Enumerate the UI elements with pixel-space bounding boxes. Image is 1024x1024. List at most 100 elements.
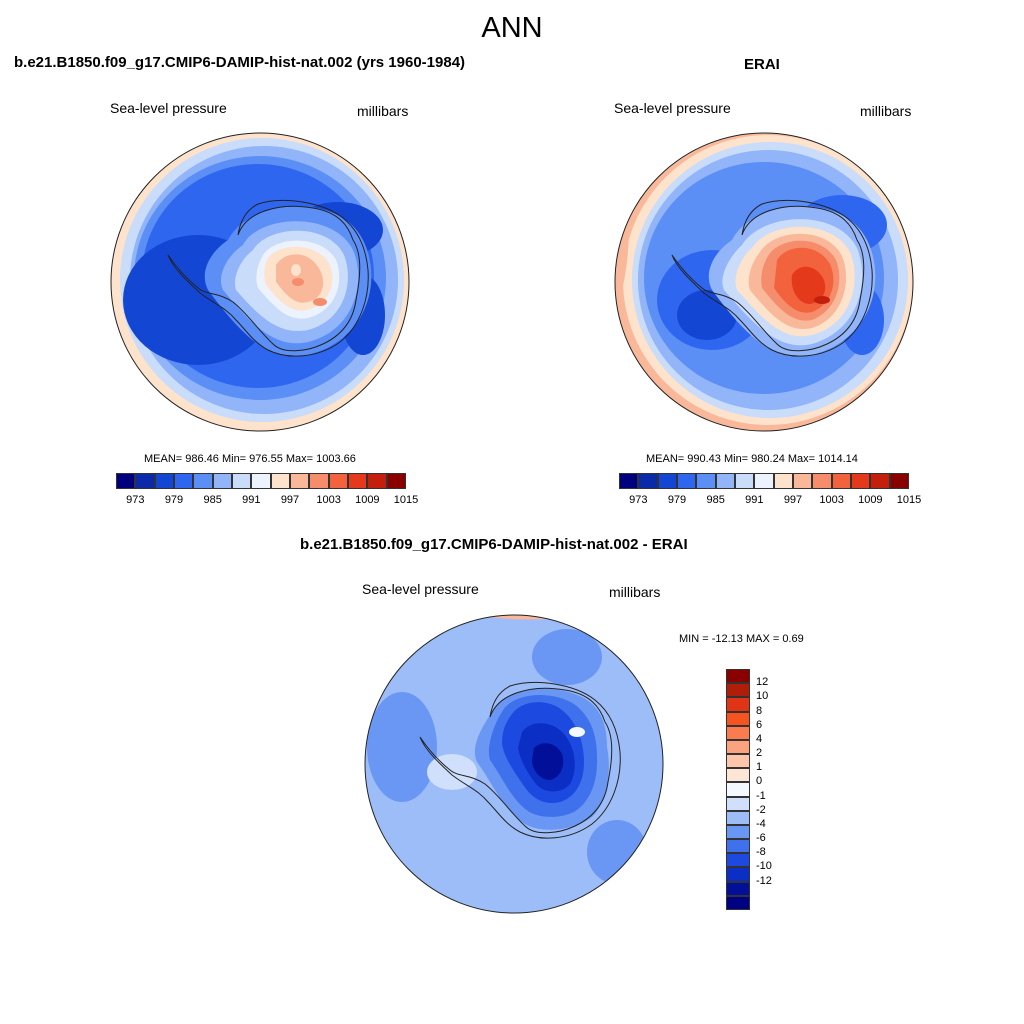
colorbar-swatch xyxy=(851,473,871,489)
obs-panel-title: ERAI xyxy=(744,56,780,73)
colorbar-swatch xyxy=(135,473,155,489)
colorbar-swatch xyxy=(726,683,750,698)
colorbar-swatch xyxy=(726,810,750,825)
colorbar-label: 991 xyxy=(745,494,764,506)
colorbar-swatch xyxy=(677,473,697,489)
colorbar-label: 973 xyxy=(629,494,648,506)
colorbar-label: 10 xyxy=(756,690,769,703)
colorbar-label: 997 xyxy=(280,494,300,506)
colorbar-swatch xyxy=(726,782,750,797)
diff-stats: MIN = -12.13 MAX = 0.69 xyxy=(679,633,804,645)
colorbar-swatch xyxy=(212,473,232,489)
model-panel-title: b.e21.B1850.f09_g17.CMIP6-DAMIP-hist-nat… xyxy=(14,54,466,71)
colorbar-swatch xyxy=(726,739,750,755)
model-stats: MEAN= 986.46 Min= 976.55 Max= 1003.66 xyxy=(144,453,356,465)
colorbar-swatch xyxy=(726,881,750,896)
diff-colorbar-labels: 12 10 8 6 4 2 1 0 -1 -2 -4 -6 -8 -10 -12 xyxy=(756,669,796,910)
obs-colorbar xyxy=(619,473,909,489)
colorbar-label: -12 xyxy=(756,874,772,887)
colorbar-swatch xyxy=(715,473,735,489)
colorbar-swatch xyxy=(726,796,750,811)
colorbar-label: 1003 xyxy=(819,494,844,506)
colorbar-swatch xyxy=(812,473,832,489)
colorbar-swatch xyxy=(726,867,750,882)
colorbar-swatch xyxy=(726,725,750,740)
diff-units-label: millibars xyxy=(609,584,661,600)
colorbar-swatch xyxy=(726,895,750,910)
colorbar-swatch xyxy=(889,473,909,489)
colorbar-swatch xyxy=(232,473,252,489)
model-colorbar-labels: 973 979 985 991 997 1003 1009 1015 xyxy=(116,494,418,508)
colorbar-label: 0 xyxy=(756,775,763,788)
colorbar-label: 991 xyxy=(242,494,261,506)
colorbar-swatch xyxy=(726,824,750,840)
colorbar-swatch xyxy=(386,473,406,489)
colorbar-label: 979 xyxy=(667,494,687,506)
colorbar-label: 4 xyxy=(756,732,763,745)
diff-variable-label: Sea-level pressure xyxy=(362,581,479,597)
colorbar-label: 997 xyxy=(783,494,803,506)
obs-colorbar-labels: 973 979 985 991 997 1003 1009 1015 xyxy=(619,494,921,508)
colorbar-label: 1009 xyxy=(355,494,380,506)
colorbar-swatch xyxy=(735,473,755,489)
main-title: ANN xyxy=(481,12,543,44)
colorbar-label: -8 xyxy=(756,846,766,859)
colorbar-label: 1015 xyxy=(393,494,419,506)
colorbar-label: -6 xyxy=(756,832,766,845)
colorbar-label: 1003 xyxy=(316,494,341,506)
model-variable-label: Sea-level pressure xyxy=(110,100,227,116)
colorbar-label: -2 xyxy=(756,803,766,816)
colorbar-swatch xyxy=(831,473,851,489)
colorbar-swatch xyxy=(696,473,716,489)
colorbar-label: -1 xyxy=(756,789,766,802)
obs-stats: MEAN= 990.43 Min= 980.24 Max= 1014.14 xyxy=(646,453,858,465)
colorbar-swatch xyxy=(773,473,793,489)
colorbar-label: 985 xyxy=(706,494,725,506)
colorbar-label: -4 xyxy=(756,817,766,830)
model-colorbar xyxy=(116,473,406,489)
colorbar-label: 2 xyxy=(756,747,763,760)
colorbar-swatch xyxy=(726,754,750,769)
colorbar-swatch xyxy=(726,697,750,712)
colorbar-label: 973 xyxy=(126,494,145,506)
colorbar-swatch xyxy=(726,839,750,854)
diff-panel-title: b.e21.B1850.f09_g17.CMIP6-DAMIP-hist-nat… xyxy=(300,536,688,553)
colorbar-label: -10 xyxy=(756,860,772,873)
colorbar-swatch xyxy=(657,473,677,489)
colorbar-swatch xyxy=(193,473,213,489)
colorbar-swatch xyxy=(367,473,387,489)
colorbar-swatch xyxy=(116,473,136,489)
colorbar-swatch xyxy=(328,473,348,489)
colorbar-swatch xyxy=(154,473,174,489)
colorbar-swatch xyxy=(870,473,890,489)
diff-colorbar xyxy=(726,669,750,910)
colorbar-label: 979 xyxy=(164,494,184,506)
colorbar-swatch xyxy=(348,473,368,489)
obs-units-label: millibars xyxy=(860,103,912,119)
colorbar-swatch xyxy=(638,473,658,489)
colorbar-label: 1009 xyxy=(858,494,883,506)
colorbar-label: 1 xyxy=(756,761,763,774)
colorbar-swatch xyxy=(754,473,774,489)
colorbar-swatch xyxy=(726,768,750,783)
colorbar-swatch xyxy=(251,473,271,489)
colorbar-swatch xyxy=(726,669,750,684)
colorbar-swatch xyxy=(726,711,750,726)
colorbar-label: 12 xyxy=(756,676,769,689)
model-slp-map xyxy=(110,132,410,432)
colorbar-swatch xyxy=(290,473,310,489)
colorbar-label: 1015 xyxy=(896,494,922,506)
colorbar-swatch xyxy=(174,473,194,489)
obs-slp-map xyxy=(614,132,914,432)
model-units-label: millibars xyxy=(357,103,409,119)
colorbar-label: 8 xyxy=(756,704,763,717)
colorbar-swatch xyxy=(793,473,813,489)
diff-slp-map xyxy=(364,614,664,914)
colorbar-swatch xyxy=(619,473,639,489)
colorbar-label: 985 xyxy=(203,494,222,506)
obs-variable-label: Sea-level pressure xyxy=(614,100,731,116)
colorbar-label: 6 xyxy=(756,718,763,731)
colorbar-swatch xyxy=(270,473,290,489)
colorbar-swatch xyxy=(309,473,329,489)
colorbar-swatch xyxy=(726,853,750,868)
